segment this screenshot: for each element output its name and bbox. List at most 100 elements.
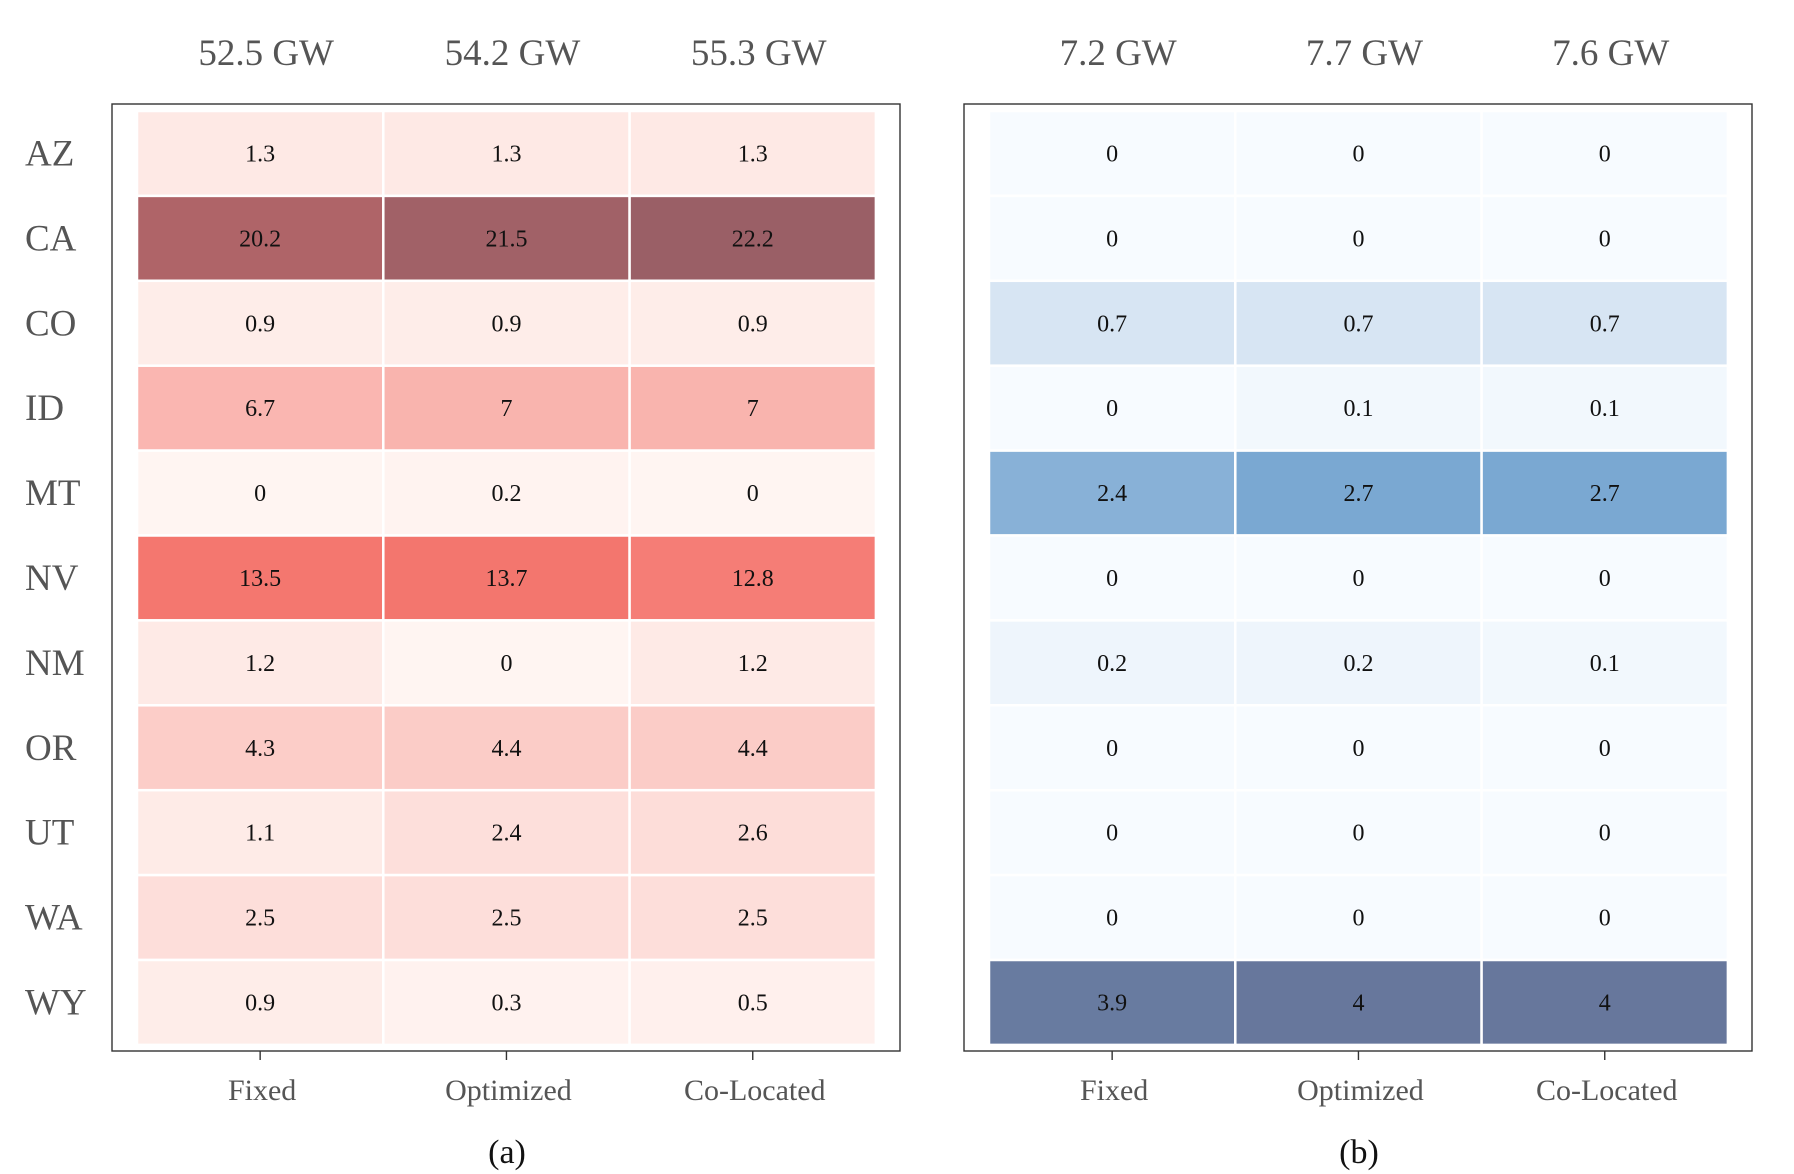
cell-value-label: 1.3 <box>245 141 275 167</box>
cell-value-label: 2.5 <box>491 906 521 932</box>
state-label-wa: WA <box>25 898 83 939</box>
cell-value-label: 2.4 <box>1097 481 1127 507</box>
heatmap-cell-a-wy-co-located <box>628 958 878 1047</box>
cell-value-label: 7 <box>500 396 512 422</box>
cell-value-label: 0.1 <box>1590 651 1620 677</box>
cell-value-label: 1.3 <box>738 141 768 167</box>
cell-value-label: 0.7 <box>1097 311 1127 337</box>
cell-value-label: 2.4 <box>491 821 521 847</box>
cell-value-label: 0 <box>1599 141 1611 167</box>
cell-value-label: 0 <box>1352 736 1364 762</box>
state-label-nm: NM <box>25 643 85 684</box>
cell-value-label: 0.1 <box>1590 396 1620 422</box>
cell-value-label: 2.6 <box>738 821 768 847</box>
heatmap-cell-b-or-fixed <box>987 704 1237 792</box>
heatmap-cell-a-wa-optimized <box>382 873 631 962</box>
heatmap-cell-b-co-optimized <box>1234 279 1483 367</box>
state-label-nv: NV <box>25 558 79 599</box>
heatmap-cell-a-wa-fixed <box>135 873 385 962</box>
cell-value-label: 3.9 <box>1097 990 1127 1016</box>
heatmap-cell-a-wy-fixed <box>135 958 385 1047</box>
heatmap-cell-a-az-optimized <box>382 109 631 198</box>
heatmap-cell-b-ca-optimized <box>1234 194 1483 283</box>
column-total-label: 55.3 GW <box>691 33 827 74</box>
heatmap-cell-a-co-optimized <box>382 279 631 367</box>
cell-value-label: 1.3 <box>491 141 521 167</box>
cell-value-label: 4.4 <box>738 736 768 762</box>
state-label-az: AZ <box>25 133 74 174</box>
heatmap-cell-a-or-co-located <box>628 704 878 792</box>
heatmap-cell-a-ca-co-located <box>628 194 878 283</box>
heatmap-cell-a-nm-co-located <box>628 619 878 707</box>
heatmap-cell-b-nm-fixed <box>987 619 1237 707</box>
cell-value-label: 2.5 <box>245 906 275 932</box>
heatmap-cell-a-nm-fixed <box>135 619 385 707</box>
x-tick-label-co-located: Co-Located <box>684 1074 826 1107</box>
heatmap-cell-b-nm-optimized <box>1234 619 1483 707</box>
heatmap-cell-a-nv-fixed <box>135 534 385 622</box>
cell-value-label: 0 <box>747 481 759 507</box>
heatmap-cell-b-wy-optimized <box>1234 958 1483 1047</box>
cell-value-label: 0 <box>1106 141 1118 167</box>
cell-value-label: 0 <box>1106 226 1118 252</box>
x-tick-label-fixed: Fixed <box>1080 1074 1148 1107</box>
cell-value-label: 0 <box>1352 226 1364 252</box>
heatmap-cell-b-nv-fixed <box>987 534 1237 622</box>
cell-value-label: 0 <box>1352 906 1364 932</box>
heatmap-panel-b: 0 0 0 0 0 0 0.7 0.7 0.7 0 0.1 0.1 2.4 2.7 2.7 0 0 0 0.2 0.2… <box>963 33 1753 1171</box>
heatmap-cell-b-wy-co-located <box>1480 958 1730 1047</box>
cell-value-label: 0.7 <box>1590 311 1620 337</box>
cell-value-label: 4.4 <box>491 736 521 762</box>
cell-value-label: 2.7 <box>1343 481 1373 507</box>
state-label-co: CO <box>25 303 76 344</box>
cell-value-label: 0 <box>1106 821 1118 847</box>
heatmap-cell-b-ut-co-located <box>1480 788 1730 877</box>
heatmap-cell-b-ut-fixed <box>987 788 1237 877</box>
cell-value-label: 0.3 <box>491 990 521 1016</box>
heatmap-cell-b-mt-optimized <box>1234 449 1483 537</box>
cell-value-label: 0 <box>500 651 512 677</box>
column-total-label: 7.6 GW <box>1552 33 1669 74</box>
heatmap-cell-b-nv-optimized <box>1234 534 1483 622</box>
column-total-label: 7.7 GW <box>1306 33 1423 74</box>
cell-value-label: 1.2 <box>738 651 768 677</box>
heatmap-cell-b-nv-co-located <box>1480 534 1730 622</box>
heatmap-cell-a-az-fixed <box>135 109 385 198</box>
heatmap-panel-a: 1.3 1.3 1.3 20.2 21.5 22.2 0.9 0.9 0.9 6.7 7 7 0 0.2 0… <box>25 33 901 1171</box>
state-label-mt: MT <box>25 473 81 514</box>
x-tick-label-optimized: Optimized <box>1297 1074 1424 1107</box>
cell-value-label: 13.5 <box>239 566 281 592</box>
heatmap-cell-a-az-co-located <box>628 109 878 198</box>
heatmap-cell-a-id-co-located <box>628 364 878 452</box>
column-total-label: 7.2 GW <box>1060 33 1177 74</box>
cell-value-label: 0 <box>1599 821 1611 847</box>
heatmap-cell-a-or-fixed <box>135 704 385 792</box>
state-label-ca: CA <box>25 218 77 259</box>
state-label-ut: UT <box>25 813 74 854</box>
cell-value-label: 0 <box>1106 736 1118 762</box>
heatmap-cell-b-wa-co-located <box>1480 873 1730 962</box>
cell-value-label: 0 <box>1352 141 1364 167</box>
cell-value-label: 0.2 <box>491 481 521 507</box>
state-label-or: OR <box>25 728 77 769</box>
x-tick-label-optimized: Optimized <box>445 1074 572 1107</box>
heatmap-cell-b-mt-fixed <box>987 449 1237 537</box>
cell-value-label: 13.7 <box>485 566 527 592</box>
heatmap-cell-a-or-optimized <box>382 704 631 792</box>
panel-caption: (a) <box>488 1134 526 1171</box>
cell-value-label: 0.2 <box>1343 651 1373 677</box>
panel-caption: (b) <box>1339 1134 1379 1171</box>
cell-value-label: 0 <box>1599 906 1611 932</box>
heatmap-cell-b-ca-co-located <box>1480 194 1730 283</box>
heatmap-cell-b-id-co-located <box>1480 364 1730 452</box>
heatmap-cell-a-nv-co-located <box>628 534 878 622</box>
heatmap-cell-a-wa-co-located <box>628 873 878 962</box>
cell-value-label: 4.3 <box>245 736 275 762</box>
column-total-label: 54.2 GW <box>445 33 581 74</box>
heatmap-cell-b-mt-co-located <box>1480 449 1730 537</box>
heatmap-cell-a-ut-co-located <box>628 788 878 877</box>
cell-value-label: 12.8 <box>732 566 774 592</box>
cell-value-label: 0 <box>1599 736 1611 762</box>
cell-value-label: 1.1 <box>245 821 275 847</box>
